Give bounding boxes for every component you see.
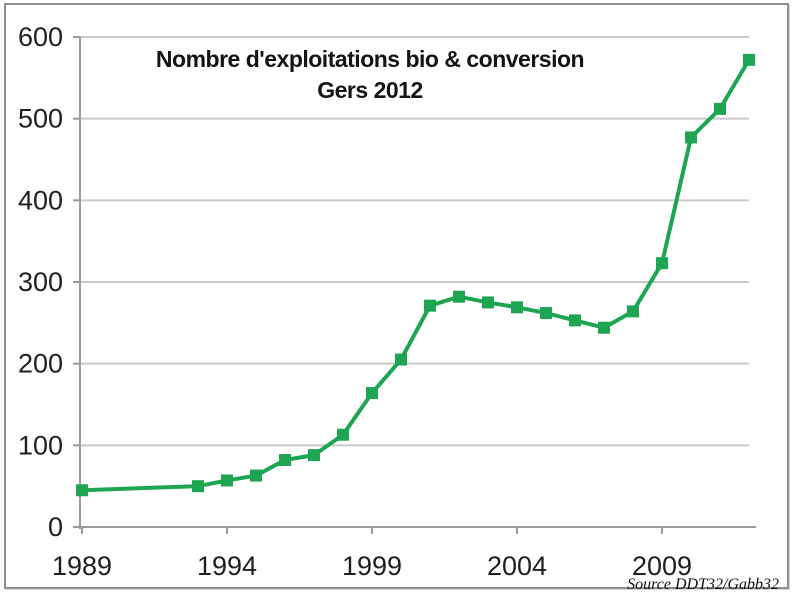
x-tick-label: 1989: [52, 551, 112, 581]
y-tick-label: 100: [18, 430, 63, 460]
data-point-marker: [221, 474, 233, 487]
x-tick-label: 2004: [487, 551, 547, 581]
data-point-marker: [366, 387, 378, 400]
x-tick-label: 1994: [197, 551, 257, 581]
axis-ticks-group: [73, 36, 663, 534]
y-tick-label: 300: [18, 267, 63, 297]
chart-title-line1: Nombre d'exploitations bio & conversion: [155, 46, 585, 72]
data-point-marker: [192, 480, 204, 493]
y-tick-label: 500: [18, 104, 63, 134]
axis-labels-group: 0 100 200 300 400 500 600 1989 1994 1999 2004 2009: [18, 22, 692, 581]
y-tick-label: 600: [18, 22, 63, 52]
data-point-marker: [76, 484, 88, 497]
chart-title-line2: Gers 2012: [317, 77, 423, 103]
x-tick-label: 2009: [632, 551, 692, 581]
data-point-marker: [308, 449, 320, 462]
data-point-marker: [337, 428, 349, 441]
data-point-marker: [656, 257, 668, 270]
data-point-marker: [685, 131, 697, 144]
series-line: [81, 58, 751, 493]
y-tick-label: 200: [18, 349, 63, 379]
y-tick-label: 400: [18, 185, 63, 215]
data-point-marker: [482, 296, 494, 309]
data-point-marker: [424, 299, 436, 312]
data-point-marker: [250, 469, 262, 482]
data-point-marker: [395, 353, 407, 366]
data-point-marker: [453, 290, 465, 303]
data-point-marker: [279, 454, 291, 467]
data-point-marker: [540, 307, 552, 320]
source-note: Source DDT32/Gabb32: [627, 576, 779, 593]
data-point-marker: [511, 301, 523, 314]
gridlines-group: [80, 36, 749, 447]
chart-title: Nombre d'exploitations bio & conversion …: [110, 44, 630, 106]
data-point-marker: [569, 314, 581, 327]
y-tick-label: 0: [48, 512, 63, 542]
data-point-marker: [743, 53, 755, 66]
data-point-marker: [714, 102, 726, 115]
x-tick-label: 1999: [342, 551, 402, 581]
data-point-marker: [598, 321, 610, 334]
series-markers-group: [76, 53, 755, 497]
data-point-marker: [627, 305, 639, 318]
